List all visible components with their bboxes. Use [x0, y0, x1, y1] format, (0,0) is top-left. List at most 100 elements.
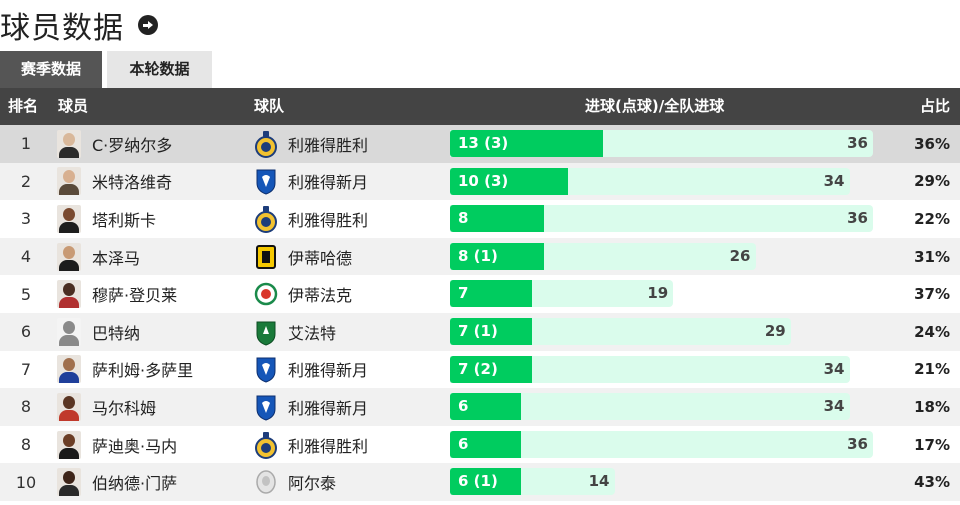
- player-avatar[interactable]: [57, 242, 81, 271]
- goal-share-percentage: 29%: [914, 172, 950, 191]
- player-name[interactable]: 穆萨·登贝莱: [92, 286, 178, 306]
- goal-share-percentage: 17%: [914, 435, 950, 454]
- al-hilal-logo[interactable]: [254, 167, 278, 195]
- table-body: 1 C·罗纳尔多 利雅得胜利 13 (3) 36 36% 2 米特洛维奇 利雅得…: [0, 125, 960, 501]
- al-nassr-logo[interactable]: [254, 205, 278, 233]
- team-logo-cell: [254, 238, 278, 276]
- team-name[interactable]: 利雅得新月: [288, 361, 369, 381]
- team-name[interactable]: 阿尔泰: [288, 474, 337, 494]
- al-hilal-logo[interactable]: [254, 393, 278, 421]
- player-avatar-cell: [57, 351, 81, 389]
- rank-cell: 1: [20, 134, 32, 154]
- player-name[interactable]: 塔利斯卡: [92, 210, 157, 230]
- table-row[interactable]: 6 巴特纳 艾法特 7 (1) 29 24%: [0, 312, 960, 351]
- player-avatar-cell: [57, 463, 81, 501]
- player-name[interactable]: C·罗纳尔多: [92, 135, 173, 155]
- team-name[interactable]: 利雅得新月: [288, 398, 369, 418]
- player-avatar[interactable]: [57, 317, 81, 346]
- player-name[interactable]: 萨利姆·多萨里: [92, 361, 194, 381]
- player-goals-bar: 8: [450, 205, 544, 233]
- rank-cell: 5: [20, 284, 32, 304]
- goal-share-percentage: 24%: [914, 322, 950, 341]
- team-logo-cell: [254, 426, 278, 464]
- table-row[interactable]: 5 穆萨·登贝莱 伊蒂法克 7 19 37%: [0, 275, 960, 313]
- player-name[interactable]: 伯纳德·门萨: [92, 474, 178, 494]
- player-goals-bar: 7 (1): [450, 317, 533, 345]
- goal-share-percentage: 21%: [914, 360, 950, 379]
- rank-cell: 2: [20, 171, 32, 191]
- player-name[interactable]: 本泽马: [92, 248, 141, 268]
- arrow-right-circle-icon[interactable]: [138, 15, 158, 35]
- player-goals-bar: 7: [450, 280, 533, 308]
- table-row[interactable]: 7 萨利姆·多萨里 利雅得新月 7 (2) 34 21%: [0, 351, 960, 389]
- player-avatar[interactable]: [57, 280, 81, 309]
- table-row[interactable]: 10 伯纳德·门萨 阿尔泰 6 (1) 14 43%: [0, 463, 960, 501]
- team-goals-value: 36: [847, 134, 868, 152]
- header-rank[interactable]: 排名: [8, 97, 39, 115]
- table-row[interactable]: 2 米特洛维奇 利雅得新月 10 (3) 34 29%: [0, 162, 960, 201]
- team-logo-cell: [254, 200, 278, 238]
- team-goals-value: 34: [823, 397, 845, 416]
- team-name[interactable]: 利雅得胜利: [288, 135, 369, 155]
- team-goals-value: 36: [847, 209, 868, 228]
- team-name[interactable]: 伊蒂哈德: [288, 248, 353, 268]
- goal-share-percentage: 18%: [914, 397, 950, 416]
- player-name[interactable]: 米特洛维奇: [92, 173, 173, 193]
- header-player[interactable]: 球员: [58, 97, 89, 115]
- table-row[interactable]: 8 马尔科姆 利雅得新月 6 34 18%: [0, 388, 960, 426]
- team-name[interactable]: 利雅得胜利: [288, 210, 369, 230]
- team-logo-cell: [254, 275, 278, 313]
- player-avatar-cell: [57, 313, 81, 351]
- team-name[interactable]: 利雅得新月: [288, 173, 369, 193]
- rank-cell: 6: [20, 322, 32, 342]
- player-avatar[interactable]: [57, 468, 81, 497]
- table-row[interactable]: 4 本泽马 伊蒂哈德 8 (1) 26 31%: [0, 237, 960, 276]
- player-name[interactable]: 马尔科姆: [92, 398, 157, 418]
- player-avatar[interactable]: [57, 392, 81, 421]
- al-nassr-logo[interactable]: [254, 431, 278, 459]
- header-percentage[interactable]: 占比: [919, 97, 950, 115]
- al-ittihad-logo[interactable]: [254, 243, 278, 271]
- player-avatar[interactable]: [57, 129, 81, 158]
- tab-season-stats[interactable]: 赛季数据: [0, 51, 102, 88]
- team-name[interactable]: 艾法特: [288, 323, 337, 343]
- player-avatar[interactable]: [57, 355, 81, 384]
- table-row[interactable]: 3 塔利斯卡 利雅得胜利 8 36 22%: [0, 200, 960, 238]
- player-goals-bar: 8 (1): [450, 242, 544, 270]
- rank-cell: 8: [20, 397, 32, 417]
- al-hilal-logo[interactable]: [254, 355, 278, 383]
- al-taee-logo[interactable]: [254, 468, 278, 496]
- player-avatar-cell: [57, 388, 81, 426]
- goal-share-percentage: 43%: [914, 473, 950, 492]
- header-team[interactable]: 球队: [254, 97, 285, 115]
- player-name[interactable]: 巴特纳: [92, 323, 141, 343]
- tab-round-stats[interactable]: 本轮数据: [107, 51, 212, 88]
- al-ettifaq-logo[interactable]: [254, 280, 278, 308]
- player-avatar-cell: [57, 125, 81, 163]
- goal-share-percentage: 31%: [914, 247, 950, 266]
- player-avatar[interactable]: [57, 430, 81, 459]
- table-row[interactable]: 1 C·罗纳尔多 利雅得胜利 13 (3) 36 36%: [0, 125, 960, 163]
- team-logo-cell: [254, 163, 278, 201]
- goal-share-percentage: 36%: [914, 134, 950, 153]
- team-name[interactable]: 利雅得胜利: [288, 436, 369, 456]
- team-goals-value: 14: [588, 472, 610, 491]
- player-avatar[interactable]: [57, 204, 81, 233]
- team-logo-cell: [254, 463, 278, 501]
- al-fateh-logo[interactable]: [254, 318, 278, 346]
- player-avatar[interactable]: [57, 167, 81, 196]
- al-nassr-logo[interactable]: [254, 130, 278, 158]
- team-goals-value: 34: [823, 359, 845, 378]
- player-stats-table: 排名 球员 球队 进球(点球)/全队进球 占比 1 C·罗纳尔多 利雅得胜利 1…: [0, 88, 960, 501]
- team-logo-cell: [254, 313, 278, 351]
- table-header: 排名 球员 球队 进球(点球)/全队进球 占比: [0, 88, 960, 125]
- team-goals-value: 19: [647, 284, 669, 303]
- player-name[interactable]: 萨迪奥·马内: [92, 436, 178, 456]
- rank-cell: 3: [20, 209, 32, 229]
- table-row[interactable]: 8 萨迪奥·马内 利雅得胜利 6 36 17%: [0, 426, 960, 464]
- team-name[interactable]: 伊蒂法克: [288, 286, 353, 306]
- player-goals-bar: 6: [450, 393, 521, 421]
- header-goals[interactable]: 进球(点球)/全队进球: [585, 97, 725, 115]
- player-goals-bar: 7 (2): [450, 355, 533, 383]
- rank-cell: 10: [15, 472, 37, 492]
